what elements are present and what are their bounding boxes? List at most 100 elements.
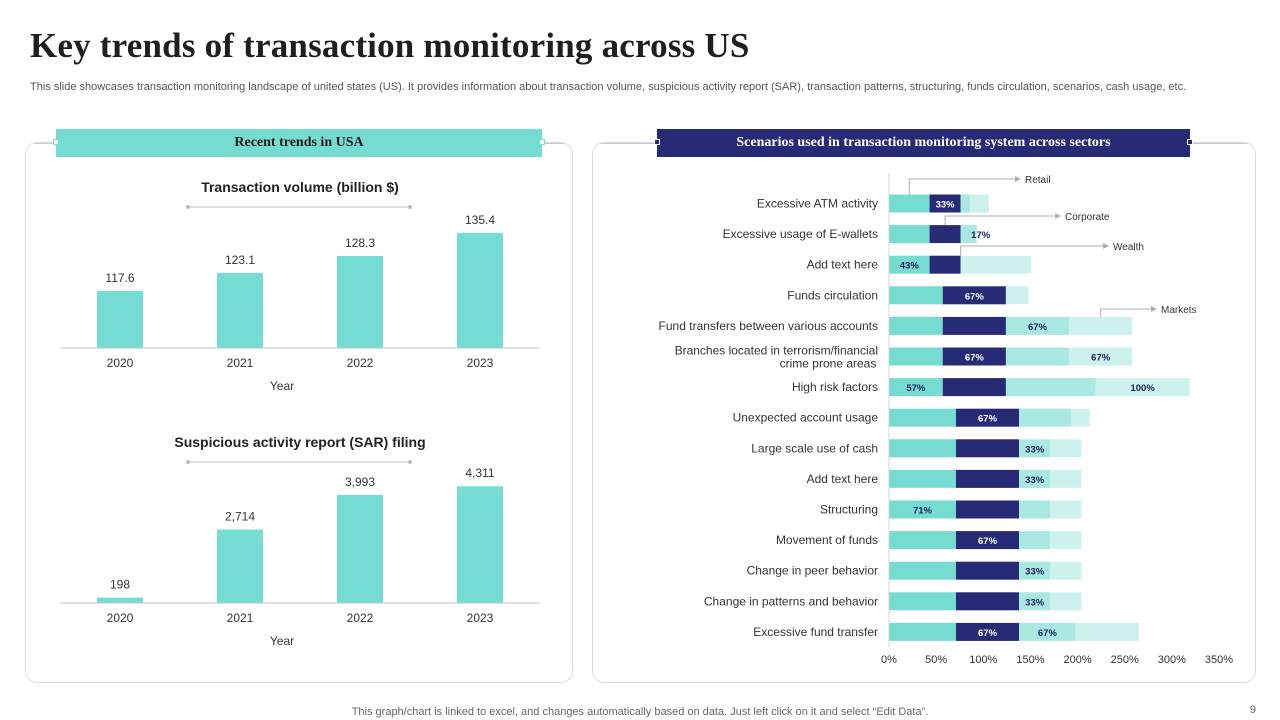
- scenario-category-label: Large scale use of cash: [751, 441, 878, 455]
- scenario-data-label: 33%: [936, 200, 956, 211]
- scenario-bar-markets: [1069, 316, 1133, 335]
- volume-category-label: 2021: [227, 356, 254, 370]
- legend-markets-label: Markets: [1161, 305, 1197, 316]
- sar-bar: [97, 597, 143, 603]
- banner-left-dot-icon: [53, 139, 59, 145]
- volume-value-label: 135.4: [465, 213, 495, 227]
- scenario-data-label: 67%: [978, 536, 998, 547]
- scenario-data-label: 67%: [965, 291, 985, 302]
- sar-value-label: 3,993: [345, 475, 375, 489]
- volume-bar: [217, 272, 263, 348]
- scenario-bar-markets: [1050, 439, 1082, 458]
- legend-callout-line: [1100, 308, 1151, 317]
- scenario-category-label: Unexpected account usage: [733, 411, 879, 425]
- scenario-bar-markets: [1050, 592, 1082, 611]
- scenario-category-label: High risk factors: [792, 380, 878, 394]
- scenario-bar-wealth: [1019, 561, 1051, 580]
- volume-bar: [337, 256, 383, 348]
- legend-arrow-icon: [1103, 243, 1109, 249]
- sar-bar: [217, 529, 263, 603]
- scenario-x-tick-label: 50%: [925, 654, 947, 666]
- scenario-bar-retail: [889, 622, 956, 641]
- scenario-bar-wealth: [1019, 500, 1051, 519]
- banner-right-dot-icon: [1187, 139, 1193, 145]
- legend-callout-line: [944, 215, 1055, 226]
- sar-bar: [457, 486, 503, 603]
- scenario-data-label: 57%: [906, 383, 926, 394]
- scenario-bar-retail: [889, 469, 956, 488]
- sar-value-label: 198: [110, 578, 130, 592]
- banner-right-dot-icon: [539, 139, 545, 145]
- volume-rule-dot: [186, 205, 190, 209]
- scenario-x-tick-label: 0%: [881, 654, 897, 666]
- scenario-bar-corporate: [942, 316, 1006, 335]
- scenario-bar-markets: [960, 255, 1032, 274]
- scenario-data-label: 67%: [1091, 353, 1111, 364]
- scenario-category-label: Structuring: [820, 503, 878, 517]
- banner-left-dot-icon: [654, 139, 660, 145]
- scenario-bar-markets: [970, 194, 989, 213]
- scenario-x-tick-label: 200%: [1064, 654, 1092, 666]
- scenario-data-label: 67%: [1028, 322, 1048, 333]
- scenario-bar-corporate: [955, 592, 1020, 611]
- sar-category-label: 2020: [107, 611, 134, 625]
- scenarios-banner-label: Scenarios used in transaction monitoring…: [736, 135, 1111, 150]
- legend-callout-line: [960, 245, 1103, 256]
- volume-bar: [97, 290, 143, 348]
- legend-callout-line: [908, 178, 1015, 195]
- scenario-bar-markets: [1050, 500, 1082, 519]
- scenario-data-label: 67%: [1038, 628, 1058, 639]
- page-subtitle: This slide showcases transaction monitor…: [30, 81, 1187, 93]
- footer-note: This graph/chart is linked to excel, and…: [351, 706, 929, 718]
- transaction-volume-chart: Transaction volume (billion $) 117.6 2020 1…: [60, 179, 540, 393]
- legend-arrow-icon: [1015, 176, 1021, 182]
- volume-title: Transaction volume (billion $): [201, 179, 399, 195]
- scenario-data-label: 43%: [900, 261, 920, 272]
- scenario-bar-wealth: [960, 225, 977, 244]
- scenario-bar-retail: [889, 255, 930, 274]
- sar-value-label: 4,311: [465, 466, 494, 480]
- sar-value-label: 2,714: [225, 509, 255, 523]
- scenario-bar-wealth: [1019, 592, 1051, 611]
- scenario-bar-markets: [1075, 622, 1139, 641]
- scenario-bar-wealth: [1005, 347, 1070, 366]
- scenario-data-label: 67%: [978, 414, 998, 425]
- scenario-bar-markets: [1095, 378, 1190, 397]
- scenario-data-label: 100%: [1130, 383, 1155, 394]
- scenario-category-label: Funds circulation: [787, 288, 878, 302]
- recent-trends-banner-label: Recent trends in USA: [234, 135, 364, 150]
- scenario-category-label: Movement of funds: [776, 533, 878, 547]
- scenario-bar-wealth: [1019, 408, 1071, 427]
- sar-title: Suspicious activity report (SAR) filing: [174, 434, 425, 450]
- scenario-bar-wealth: [1019, 531, 1051, 550]
- sar-category-label: 2021: [227, 611, 254, 625]
- scenario-bar-corporate: [955, 469, 1020, 488]
- volume-bar: [457, 232, 503, 348]
- volume-category-label: 2022: [347, 356, 374, 370]
- sar-rule-dot: [408, 460, 412, 464]
- scenario-data-label: 71%: [913, 506, 933, 517]
- scenario-category-label: Add text here: [807, 472, 879, 486]
- volume-x-axis-title: Year: [270, 379, 294, 393]
- scenario-bar-retail: [889, 408, 956, 427]
- scenarios-stacked-bar-chart: Excessive ATM activity 33% Excessive usage…: [659, 173, 1233, 666]
- scenario-bar-markets: [1069, 347, 1133, 366]
- scenario-bar-retail: [889, 378, 943, 397]
- scenario-bar-corporate: [929, 225, 961, 244]
- scenario-data-label: 67%: [978, 628, 998, 639]
- scenario-bar-retail: [889, 439, 956, 458]
- scenario-bar-retail: [889, 347, 943, 366]
- scenario-bar-markets: [1050, 531, 1082, 550]
- volume-value-label: 123.1: [225, 253, 255, 267]
- scenario-category-label: Add text here: [807, 258, 879, 272]
- scenario-bar-retail: [889, 531, 956, 550]
- scenario-bar-corporate: [942, 347, 1006, 366]
- scenario-bar-corporate: [942, 286, 1006, 305]
- scenario-category-label: Change in peer behavior: [747, 564, 878, 578]
- scenario-bar-wealth: [1019, 622, 1076, 641]
- page-number: 9: [1249, 704, 1256, 716]
- volume-value-label: 117.6: [105, 271, 134, 285]
- scenario-bar-markets: [1050, 561, 1082, 580]
- scenario-x-tick-label: 350%: [1205, 654, 1233, 666]
- scenario-bar-corporate: [955, 500, 1020, 519]
